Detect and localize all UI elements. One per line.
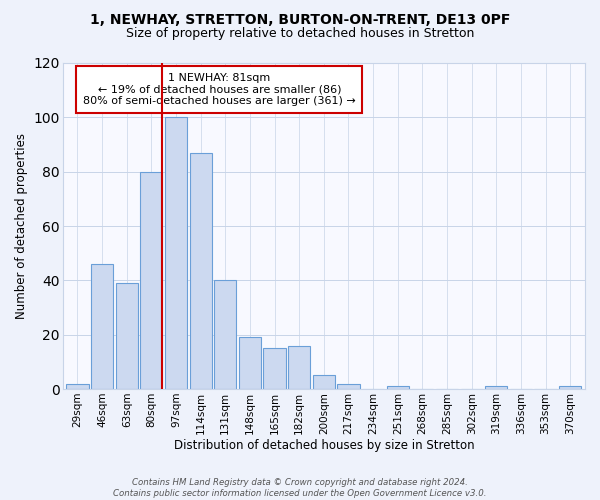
Bar	[559, 386, 581, 389]
Text: Contains HM Land Registry data © Crown copyright and database right 2024.
Contai: Contains HM Land Registry data © Crown c…	[113, 478, 487, 498]
Bar	[485, 386, 508, 389]
Bar	[263, 348, 286, 389]
Bar	[190, 152, 212, 389]
Bar	[239, 338, 261, 389]
Text: 1 NEWHAY: 81sqm
← 19% of detached houses are smaller (86)
80% of semi-detached h: 1 NEWHAY: 81sqm ← 19% of detached houses…	[83, 73, 356, 106]
Bar	[67, 384, 89, 389]
Y-axis label: Number of detached properties: Number of detached properties	[15, 133, 28, 319]
Bar	[91, 264, 113, 389]
Bar	[337, 384, 359, 389]
Bar	[140, 172, 163, 389]
Bar	[165, 118, 187, 389]
Text: Size of property relative to detached houses in Stretton: Size of property relative to detached ho…	[126, 28, 474, 40]
Bar	[214, 280, 236, 389]
Bar	[288, 346, 310, 389]
Bar	[116, 283, 138, 389]
Text: 1, NEWHAY, STRETTON, BURTON-ON-TRENT, DE13 0PF: 1, NEWHAY, STRETTON, BURTON-ON-TRENT, DE…	[90, 12, 510, 26]
Bar	[313, 376, 335, 389]
Bar	[386, 386, 409, 389]
X-axis label: Distribution of detached houses by size in Stretton: Distribution of detached houses by size …	[173, 440, 474, 452]
